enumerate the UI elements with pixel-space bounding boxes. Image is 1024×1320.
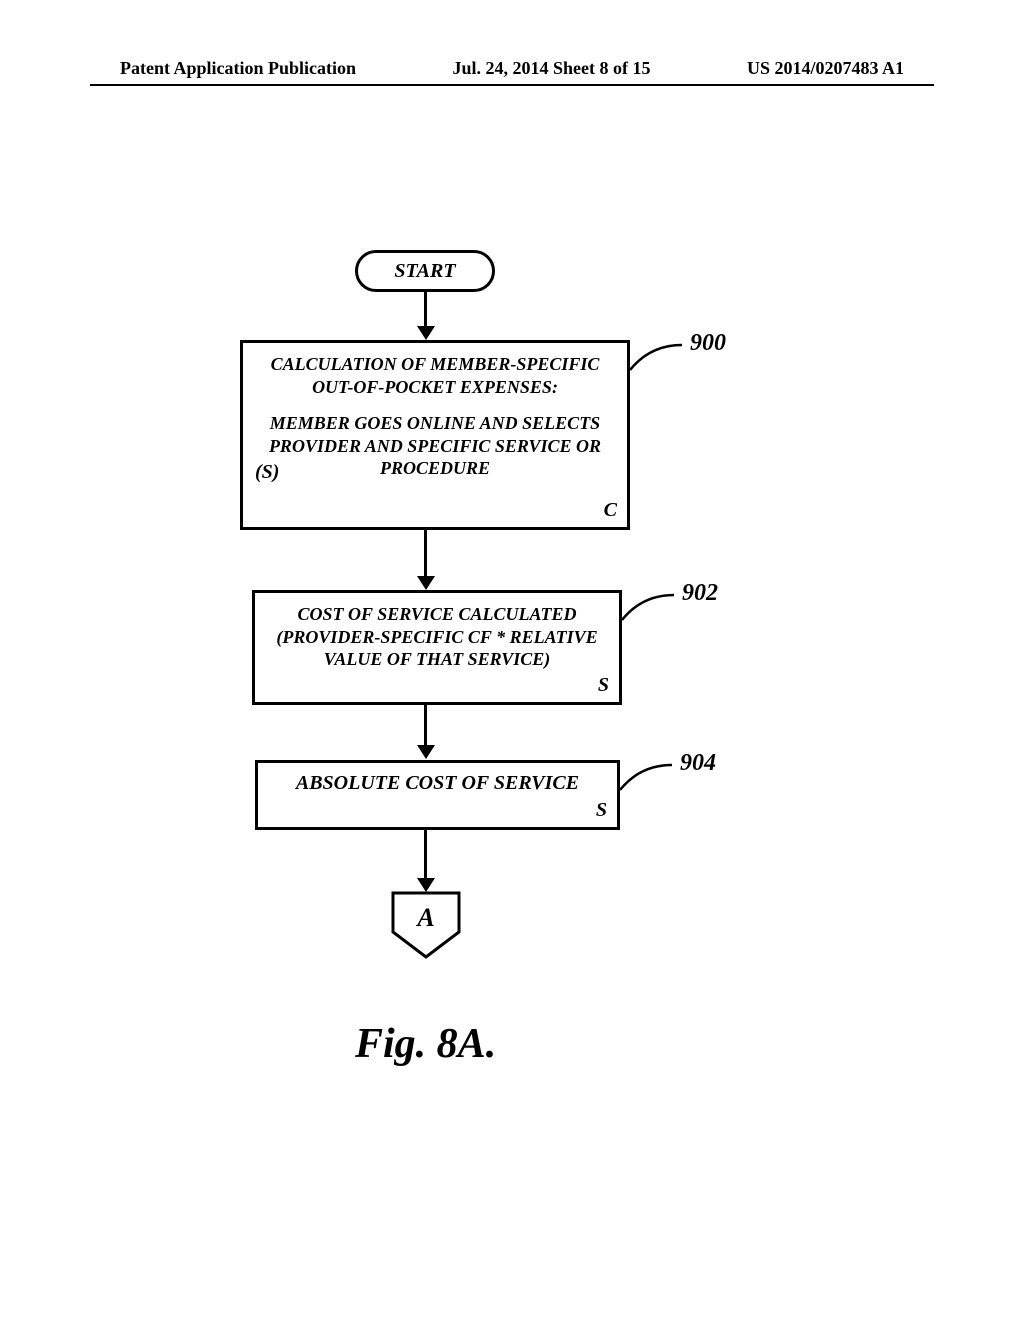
ref-904: 904	[680, 750, 716, 777]
arrow-904-to-connector	[424, 830, 427, 880]
box900-line1: CALCULATION OF MEMBER-SPECIFIC	[257, 353, 613, 376]
arrow-head-1	[417, 326, 435, 340]
header-underline	[90, 84, 934, 86]
box900-corner-marker: C	[604, 498, 617, 523]
arrow-902-to-904	[424, 705, 427, 747]
box900-line5: PROCEDURE	[380, 457, 490, 480]
box902-line1: COST OF SERVICE CALCULATED	[269, 603, 605, 626]
patent-figure-page: Patent Application Publication Jul. 24, …	[0, 0, 1024, 1320]
flow-box-900: CALCULATION OF MEMBER-SPECIFIC OUT-OF-PO…	[240, 340, 630, 530]
ref-leader-904	[620, 760, 680, 794]
ref-leader-902	[622, 590, 682, 624]
arrow-head-3	[417, 745, 435, 759]
box904-line1: ABSOLUTE COST OF SERVICE	[272, 771, 603, 796]
box900-line4: PROVIDER AND SPECIFIC SERVICE OR	[257, 435, 613, 458]
page-header: Patent Application Publication Jul. 24, …	[0, 58, 1024, 79]
flow-connector-a: A	[390, 890, 462, 960]
box902-line2: (PROVIDER-SPECIFIC CF * RELATIVE	[269, 626, 605, 649]
header-right: US 2014/0207483 A1	[747, 58, 904, 79]
arrow-head-2	[417, 576, 435, 590]
box904-corner-marker: S	[596, 798, 607, 823]
header-left: Patent Application Publication	[120, 58, 356, 79]
flow-box-902: COST OF SERVICE CALCULATED (PROVIDER-SPE…	[252, 590, 622, 705]
box900-left-marker: (S)	[255, 460, 279, 485]
arrow-900-to-902	[424, 530, 427, 578]
header-mid: Jul. 24, 2014 Sheet 8 of 15	[453, 58, 651, 79]
box900-line2: OUT-OF-POCKET EXPENSES:	[257, 376, 613, 399]
arrow-start-to-900	[424, 292, 427, 328]
ref-902: 902	[682, 580, 718, 607]
connector-label: A	[415, 903, 434, 932]
flow-box-904: ABSOLUTE COST OF SERVICE S	[255, 760, 620, 830]
box902-line3: VALUE OF THAT SERVICE)	[269, 648, 605, 671]
flow-start-label: START	[394, 260, 455, 282]
ref-900: 900	[690, 330, 726, 357]
figure-caption: Fig. 8A.	[355, 1020, 496, 1068]
ref-leader-900	[630, 340, 690, 374]
box902-corner-marker: S	[598, 673, 609, 698]
box900-line3: MEMBER GOES ONLINE AND SELECTS	[257, 412, 613, 435]
flow-start: START	[355, 250, 495, 292]
